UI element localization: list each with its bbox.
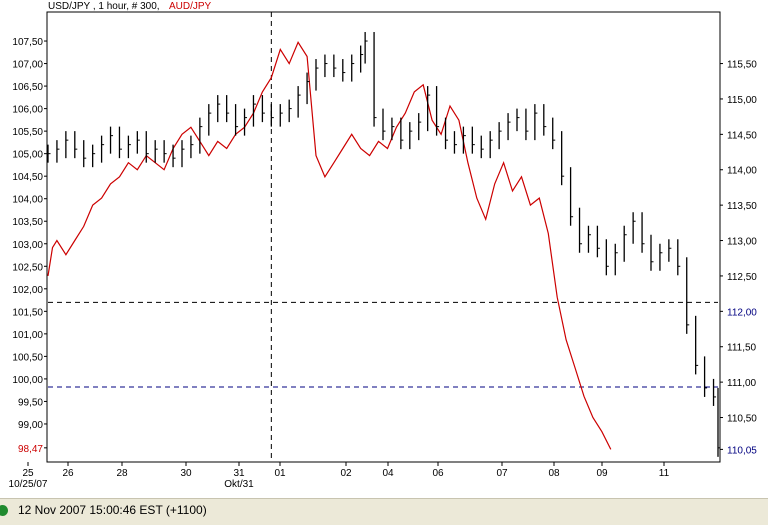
right-tick-label: 114,50 [727,130,757,141]
x-tick-label: 09 [596,468,608,479]
chart-title: USD/JPY , 1 hour, # 300, [48,1,160,12]
left-tick-label: 106,00 [12,105,43,116]
left-tick-label: 100,00 [12,375,43,386]
status-timestamp: 12 Nov 2007 15:00:46 EST (+1100) [18,503,207,517]
x-tick-label: 06 [432,468,444,479]
right-tick-label: 111,00 [727,378,757,389]
left-tick-label: 103,50 [12,217,43,228]
x-tick-label: 04 [382,468,394,479]
left-tick-label: 104,00 [12,195,43,206]
left-tick-label: 99,00 [18,420,43,431]
x-tick-label: 30 [180,468,192,479]
left-tick-label: 102,00 [12,285,43,296]
x-tick-label: 11 [659,468,670,479]
x-tick-label: 26 [62,468,74,479]
aud-jpy-line [47,41,612,450]
connection-status-icon [0,505,8,516]
left-tick-label: 106,50 [12,82,43,93]
x-tick-label: 25 [22,468,34,479]
right-tick-label: 113,00 [727,237,757,248]
x-sub-label: Okt/31 [224,479,254,490]
left-tick-label: 101,50 [12,307,43,318]
right-tick-label: 110,50 [727,414,757,425]
left-tick-label: 102,50 [12,262,43,273]
left-tick-label: 100,50 [12,352,43,363]
x-tick-label: 01 [274,468,286,479]
right-tick-label: 115,00 [727,95,757,106]
right-tick-label: 112,50 [727,272,757,283]
left-tick-label: 99,50 [18,397,43,408]
chart-title-overlay: AUD/JPY [169,1,212,12]
x-sub-label: 10/25/07 [9,479,48,490]
x-tick-label: 08 [548,468,560,479]
left-tick-label: 105,00 [12,150,43,161]
x-tick-label: 28 [116,468,128,479]
right-tick-label: 110,05 [727,445,757,456]
x-tick-label: 02 [340,468,352,479]
status-bar: 12 Nov 2007 15:00:46 EST (+1100) [0,498,768,525]
left-tick-label: 105,50 [12,127,43,138]
left-tick-label: 103,00 [12,240,43,251]
left-tick-label: 98,47 [18,444,43,455]
plot-area [46,11,721,463]
right-tick-label: 111,50 [727,343,757,354]
left-tick-label: 107,50 [12,37,43,48]
left-tick-label: 104,50 [12,172,43,183]
right-tick-label: 115,50 [727,60,757,71]
x-tick-label: 07 [496,468,508,479]
usd-jpy-chart: USD/JPY , 1 hour, # 300, AUD/JPY 107,50 1… [9,1,758,490]
left-tick-label: 101,00 [12,330,43,341]
right-tick-label: 114,00 [727,166,757,177]
x-tick-label: 31 [233,468,245,479]
right-tick-label: 112,00 [727,307,757,318]
left-tick-label: 107,00 [12,60,43,71]
right-tick-label: 113,50 [727,201,757,212]
